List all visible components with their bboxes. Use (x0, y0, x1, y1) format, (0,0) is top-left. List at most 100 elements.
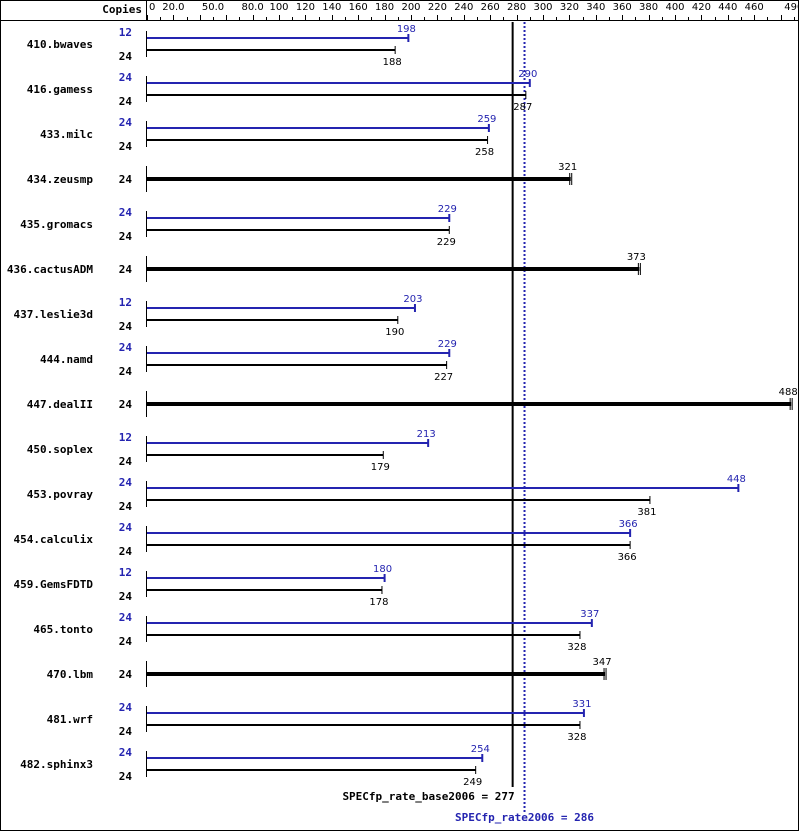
peak-value-label: 203 (403, 294, 422, 305)
base-copies-label: 24 (119, 140, 133, 153)
peak-value-label: 229 (438, 204, 457, 215)
benchmark-label: 459.GemsFDTD (14, 578, 94, 591)
base-copies-label: 24 (119, 95, 133, 108)
copies-label: 24 (119, 668, 133, 681)
benchmark-label: 481.wrf (47, 713, 93, 726)
base-value-label: 328 (567, 732, 586, 743)
peak-value-label: 331 (572, 699, 591, 710)
value-label: 347 (592, 657, 611, 668)
base-copies-label: 24 (119, 590, 133, 603)
tick-label: 380 (639, 2, 658, 13)
copies-label: 24 (119, 398, 133, 411)
peak-copies-label: 24 (119, 116, 133, 129)
benchmark-label: 434.zeusmp (27, 173, 94, 186)
benchmark-label: 436.cactusADM (7, 263, 93, 276)
base-value-label: 381 (637, 507, 656, 518)
peak-copies-label: 24 (119, 701, 133, 714)
benchmark-label: 454.calculix (14, 533, 94, 546)
base-value-label: 258 (475, 147, 494, 158)
tick-label: 100 (269, 2, 288, 13)
tick-label: 20.0 (162, 2, 184, 13)
benchmark-label: 416.gamess (27, 83, 93, 96)
tick-label: 0 (149, 2, 155, 13)
peak-copies-label: 24 (119, 341, 133, 354)
tick-label: 280 (507, 2, 526, 13)
benchmark-label: 410.bwaves (27, 38, 93, 51)
base-value-label: 328 (567, 642, 586, 653)
tick-label: 180 (375, 2, 394, 13)
tick-label: 340 (586, 2, 605, 13)
base-copies-label: 24 (119, 365, 133, 378)
base-value-label: 227 (434, 372, 453, 383)
base-value-label: 188 (383, 57, 402, 68)
peak-copies-label: 12 (119, 431, 132, 444)
peak-value-label: 229 (438, 339, 457, 350)
base-copies-label: 24 (119, 545, 133, 558)
tick-label: 440 (718, 2, 737, 13)
tick-label: 420 (692, 2, 711, 13)
benchmark-label: 470.lbm (47, 668, 94, 681)
base-copies-label: 24 (119, 230, 133, 243)
benchmark-label: 453.povray (27, 488, 94, 501)
base-value-label: 178 (369, 597, 388, 608)
tick-label: 120 (296, 2, 315, 13)
base-copies-label: 24 (119, 455, 133, 468)
benchmark-label: 444.namd (40, 353, 93, 366)
peak-value-label: 213 (417, 429, 436, 440)
benchmark-label: 437.leslie3d (14, 308, 93, 321)
tick-label: 400 (665, 2, 684, 13)
value-label: 321 (558, 162, 577, 173)
copies-label: 24 (119, 173, 133, 186)
benchmark-label: 482.sphinx3 (20, 758, 93, 771)
peak-copies-label: 24 (119, 611, 133, 624)
peak-value-label: 337 (580, 609, 599, 620)
benchmark-label: 450.soplex (27, 443, 94, 456)
base-copies-label: 24 (119, 320, 133, 333)
tick-label: 140 (322, 2, 341, 13)
value-label: 373 (627, 252, 646, 263)
peak-value-label: 180 (373, 564, 392, 575)
tick-label: 320 (560, 2, 579, 13)
base-value-label: 229 (437, 237, 456, 248)
benchmark-label: 447.dealII (27, 398, 93, 411)
axis-header: Copies (102, 3, 142, 16)
base-reference-label: SPECfp_rate_base2006 = 277 (342, 790, 514, 803)
peak-value-label: 366 (619, 519, 638, 530)
base-copies-label: 24 (119, 500, 133, 513)
tick-label: 490 (784, 2, 799, 13)
base-value-label: 179 (371, 462, 390, 473)
peak-value-label: 198 (397, 24, 416, 35)
tick-label: 460 (745, 2, 764, 13)
tick-label: 300 (533, 2, 552, 13)
tick-label: 220 (428, 2, 447, 13)
peak-value-label: 254 (471, 744, 490, 755)
peak-copies-label: 12 (119, 566, 132, 579)
benchmark-label: 433.milc (40, 128, 93, 141)
benchmark-label: 465.tonto (33, 623, 93, 636)
tick-label: 240 (454, 2, 473, 13)
copies-label: 24 (119, 263, 133, 276)
peak-copies-label: 24 (119, 746, 133, 759)
peak-copies-label: 24 (119, 521, 133, 534)
base-value-label: 287 (513, 102, 532, 113)
peak-copies-label: 24 (119, 476, 133, 489)
base-value-label: 366 (618, 552, 637, 563)
base-copies-label: 24 (119, 50, 133, 63)
peak-value-label: 259 (477, 114, 496, 125)
benchmark-label: 435.gromacs (20, 218, 93, 231)
peak-reference-label: SPECfp_rate2006 = 286 (455, 811, 594, 824)
peak-copies-label: 24 (119, 206, 133, 219)
peak-value-label: 290 (518, 69, 537, 80)
tick-label: 260 (481, 2, 500, 13)
tick-label: 200 (401, 2, 420, 13)
base-copies-label: 24 (119, 770, 133, 783)
tick-label: 50.0 (202, 2, 224, 13)
base-copies-label: 24 (119, 725, 133, 738)
peak-copies-label: 12 (119, 296, 132, 309)
peak-copies-label: 12 (119, 26, 132, 39)
tick-label: 360 (613, 2, 632, 13)
peak-copies-label: 24 (119, 71, 133, 84)
base-value-label: 249 (463, 777, 482, 788)
